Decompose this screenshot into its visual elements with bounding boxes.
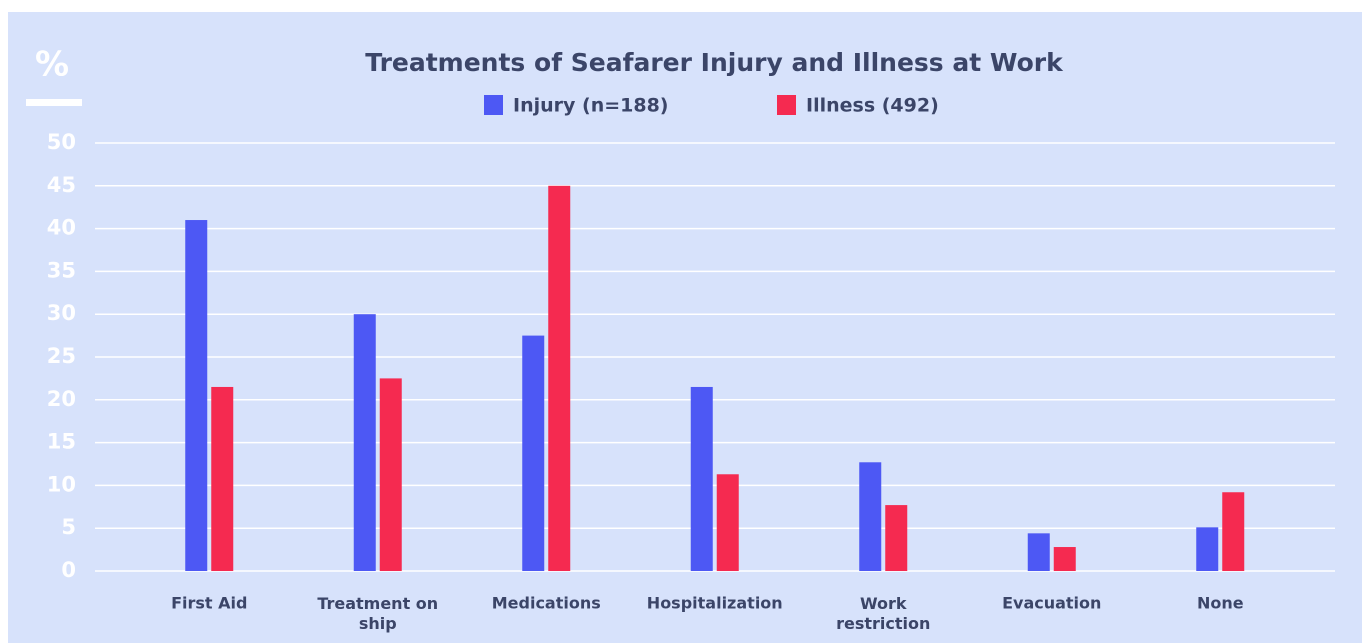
- legend-swatch: [484, 95, 503, 115]
- bar: [885, 505, 908, 571]
- y-tick-label: 15: [47, 430, 76, 454]
- x-tick-label: Hospitalization: [647, 594, 783, 613]
- x-tick-label: Evacuation: [1002, 594, 1101, 613]
- bar: [185, 220, 208, 572]
- bar: [379, 378, 402, 571]
- bar: [1053, 547, 1076, 571]
- x-tick-label: Work restriction: [836, 594, 930, 633]
- x-tick-label: None: [1197, 594, 1244, 613]
- bar: [1027, 533, 1050, 571]
- y-tick-label: 20: [47, 387, 76, 411]
- y-tick-label: 10: [47, 472, 76, 496]
- y-tick-label: 35: [47, 258, 76, 282]
- bar: [548, 185, 571, 572]
- x-tick-label: Medications: [492, 594, 601, 613]
- x-tick-label-line: ship: [359, 614, 397, 633]
- bar: [522, 335, 545, 571]
- legend-swatch: [777, 95, 796, 115]
- bar: [716, 474, 739, 571]
- y-tick-label: 50: [47, 130, 76, 154]
- x-tick-label-line: restriction: [836, 614, 930, 633]
- bar: [353, 314, 376, 571]
- legend-label: Injury (n=188): [513, 95, 668, 117]
- x-tick-label-line: Treatment on: [317, 594, 438, 613]
- y-tick-label: 0: [61, 558, 76, 582]
- y-tick-label: 30: [47, 301, 76, 325]
- bar: [1196, 527, 1219, 571]
- y-axis-label: %: [35, 45, 69, 85]
- bar: [690, 386, 713, 571]
- bar: [1222, 492, 1245, 571]
- y-tick-label: 25: [47, 344, 76, 368]
- bar: [211, 386, 234, 571]
- y-tick-label: 5: [61, 515, 76, 539]
- y-tick-label: 45: [47, 173, 76, 197]
- bar: [859, 462, 882, 571]
- y-axis-label-underline: [26, 99, 82, 106]
- x-tick-label: First Aid: [171, 594, 247, 613]
- y-tick-label: 40: [47, 216, 76, 240]
- legend-label: Illness (492): [806, 95, 939, 117]
- chart-panel: [8, 12, 1362, 643]
- chart-title: Treatments of Seafarer Injury and Illnes…: [365, 48, 1064, 77]
- x-tick-label: Treatment on ship: [317, 594, 438, 633]
- x-tick-label-line: Work: [860, 594, 907, 613]
